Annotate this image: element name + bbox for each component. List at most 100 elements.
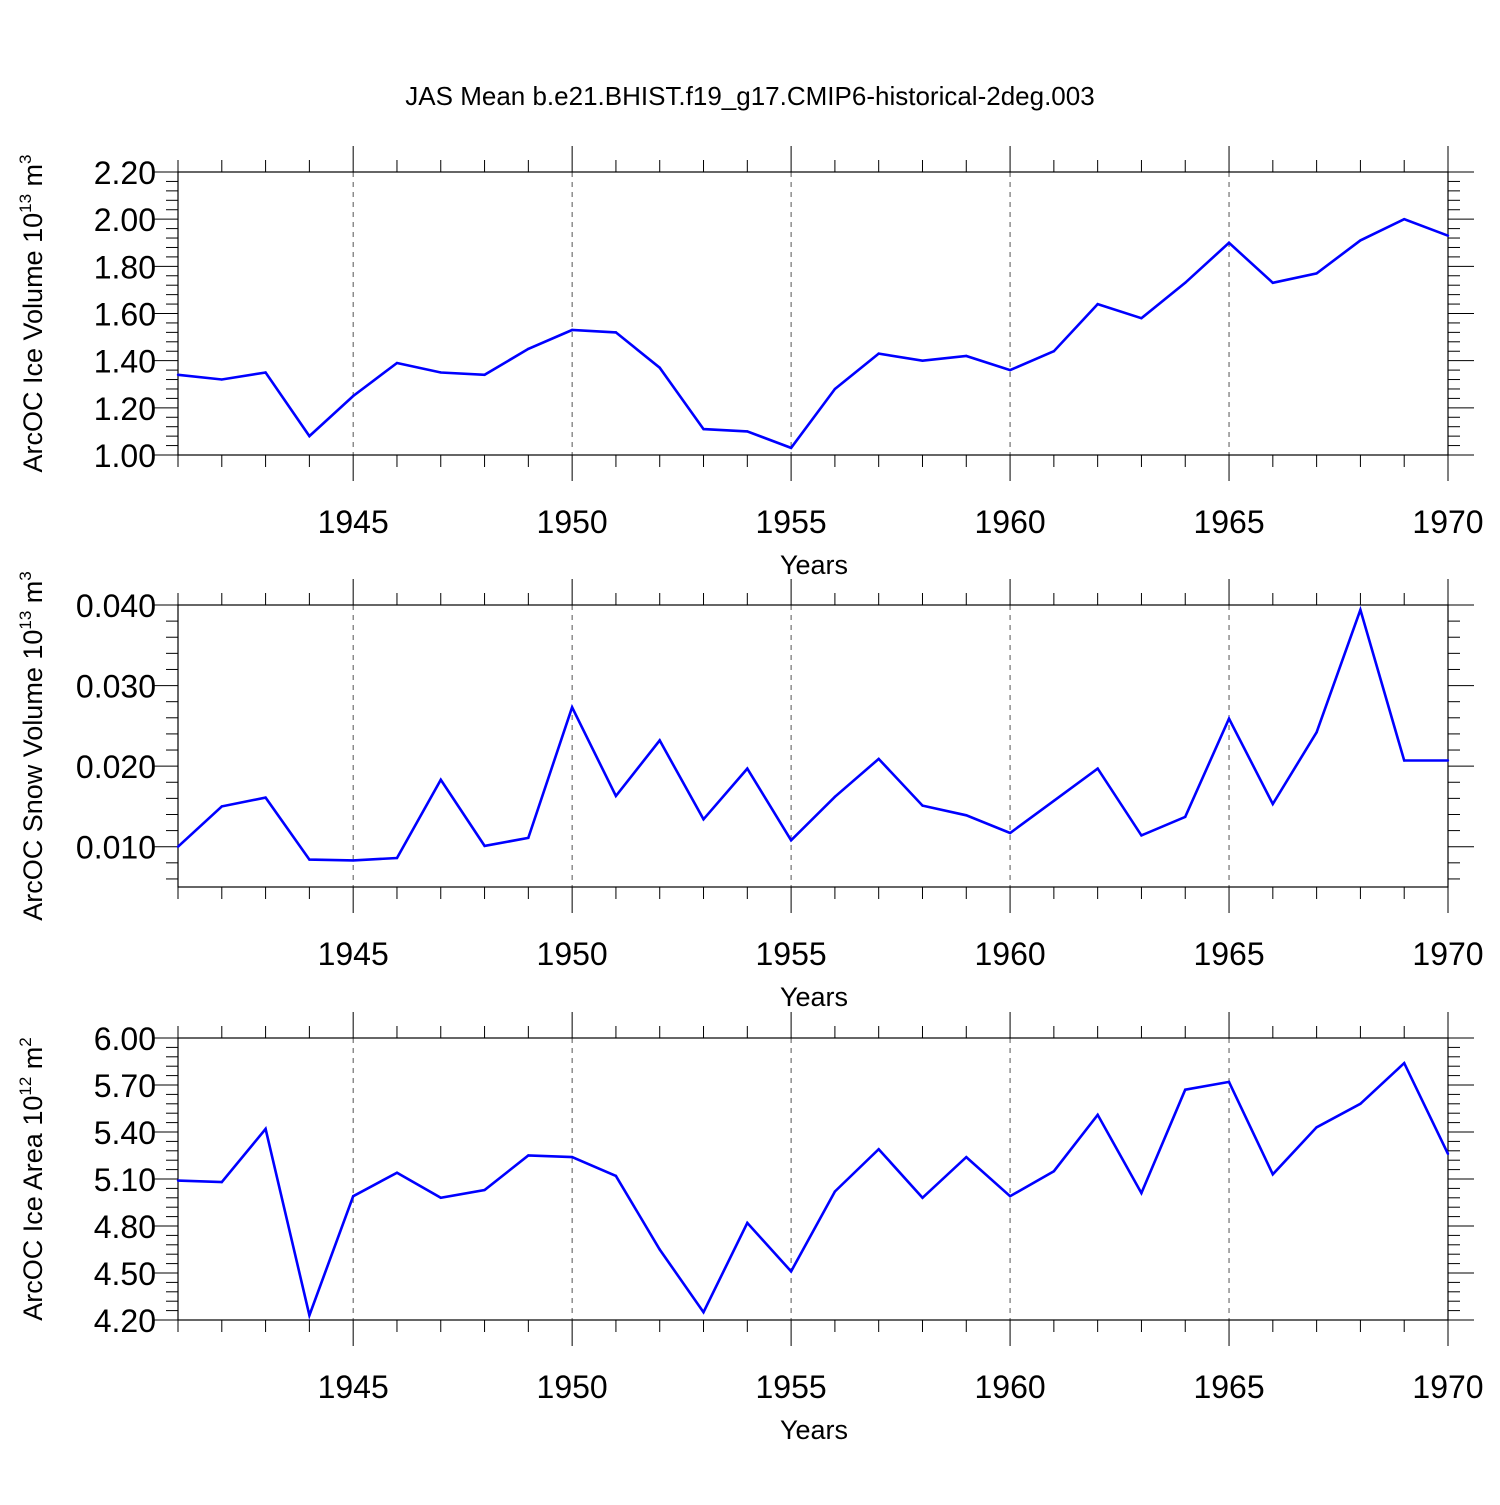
y-axis-label-superscript: 12: [16, 1077, 35, 1096]
data-point: [264, 371, 267, 374]
data-point: [658, 739, 661, 742]
data-point: [614, 1174, 618, 1178]
y-tick-label: 5.10: [94, 1162, 156, 1198]
data-point: [1184, 1088, 1187, 1091]
y-tick-label: 4.50: [94, 1256, 156, 1292]
data-point: [439, 371, 442, 374]
x-tick-label: 1955: [756, 1369, 827, 1405]
y-axis-label: ArcOC Ice Area 1012 m2: [16, 1037, 48, 1321]
data-point: [702, 1310, 705, 1314]
plot-frame: [177, 604, 1449, 888]
data-point: [483, 844, 486, 848]
data-point: [351, 1195, 355, 1198]
y-axis-label-superscript: 2: [16, 1037, 35, 1046]
data-point: [570, 1155, 574, 1159]
x-axis-label: Years: [780, 550, 848, 580]
x-axis-label: Years: [780, 982, 848, 1012]
y-tick-label: 5.40: [94, 1115, 156, 1151]
x-tick-label: 1970: [1412, 936, 1483, 972]
data-point: [614, 794, 618, 798]
x-tick-label: 1955: [756, 936, 827, 972]
x-tick-label: 1950: [537, 936, 608, 972]
figure-title: JAS Mean b.e21.BHIST.f19_g17.CMIP6-histo…: [405, 81, 1094, 111]
series-line: [177, 217, 1449, 450]
y-tick-label: 4.80: [94, 1209, 156, 1245]
x-tick-label: 1955: [756, 504, 827, 540]
data-point: [439, 1196, 442, 1200]
data-point: [570, 328, 574, 332]
y-tick-label: 1.40: [94, 344, 156, 380]
y-axis-label-text: ArcOC Snow Volume 10: [18, 630, 48, 921]
data-point: [658, 1248, 661, 1251]
data-point: [1008, 1195, 1012, 1198]
data-point: [1403, 1061, 1406, 1065]
data-point: [527, 347, 530, 351]
data-point: [308, 1314, 311, 1317]
data-point: [1227, 717, 1231, 720]
data-point: [1052, 799, 1056, 802]
y-axis-label: ArcOC Ice Volume 1013 m3: [16, 154, 48, 472]
data-point: [965, 1155, 968, 1159]
data-point: [527, 836, 530, 840]
x-tick-label: 1970: [1412, 504, 1483, 540]
y-axis-label-superscript: 3: [16, 154, 35, 163]
y-tick-label: 4.20: [94, 1303, 156, 1339]
data-point: [833, 795, 837, 798]
x-tick-label: 1950: [537, 504, 608, 540]
x-tick-label: 1945: [318, 1369, 389, 1405]
data-point: [921, 359, 924, 362]
data-point: [1315, 731, 1318, 734]
y-axis-label-text: m: [18, 164, 48, 194]
x-tick-label: 1950: [537, 1369, 608, 1405]
y-tick-label: 1.80: [94, 249, 156, 285]
data-point: [1403, 759, 1406, 762]
data-point: [176, 1179, 180, 1182]
data-point: [176, 373, 180, 377]
data-point: [395, 361, 399, 365]
x-tick-label: 1965: [1193, 1369, 1264, 1405]
y-axis-label-text: m: [18, 581, 48, 611]
data-point: [351, 859, 355, 862]
y-tick-label: 2.20: [94, 155, 156, 191]
y-tick-label: 1.60: [94, 297, 156, 333]
series-line: [177, 1060, 1450, 1320]
data-point: [702, 427, 705, 431]
data-point: [833, 387, 837, 391]
data-point: [1446, 234, 1450, 237]
data-point: [1227, 1080, 1231, 1084]
data-point: [1052, 1169, 1056, 1173]
x-tick-label: 1965: [1193, 936, 1264, 972]
plot-frame: [177, 171, 1449, 456]
panel-2: 0.010 0.020 0.030 0.040 1945 1950 1955 1960 1965…: [16, 571, 1484, 1012]
y-axis-label-text: ArcOC Ice Volume 10: [18, 213, 48, 473]
x-tick-label: 1960: [974, 504, 1045, 540]
panel-3: 4.20 4.50 4.80 5.10 5.40 5.70 6.00 1945 1950 1955…: [16, 1012, 1484, 1445]
panel-1: 1.00 1.20 1.40 1.60 1.80 2.00 2.20 1945 1950 1955…: [16, 146, 1484, 580]
data-point: [220, 805, 223, 808]
data-point: [658, 366, 661, 369]
x-tick-label: 1945: [318, 504, 389, 540]
data-point: [746, 767, 749, 770]
data-point: [877, 1148, 880, 1151]
x-tick-label: 1945: [318, 936, 389, 972]
data-point: [308, 434, 311, 438]
y-axis-label-text: ArcOC Ice Area 10: [18, 1096, 48, 1321]
data-point: [1008, 831, 1012, 835]
data-point: [1403, 217, 1406, 221]
data-point: [1359, 608, 1362, 612]
y-tick-label: 0.020: [76, 749, 156, 785]
data-point: [395, 856, 399, 860]
plot-frame: [177, 1037, 1449, 1321]
data-point: [1227, 241, 1231, 244]
data-point: [1315, 272, 1318, 275]
data-point: [921, 1196, 924, 1200]
data-point: [877, 757, 880, 761]
y-tick-label: 1.20: [94, 391, 156, 427]
data-point: [965, 814, 968, 817]
y-tick-label: 0.030: [76, 669, 156, 705]
data-point: [921, 804, 924, 807]
x-axis-label: Years: [780, 1415, 848, 1445]
data-point: [1140, 1191, 1143, 1195]
data-point: [264, 1127, 267, 1131]
data-point: [789, 1270, 793, 1273]
